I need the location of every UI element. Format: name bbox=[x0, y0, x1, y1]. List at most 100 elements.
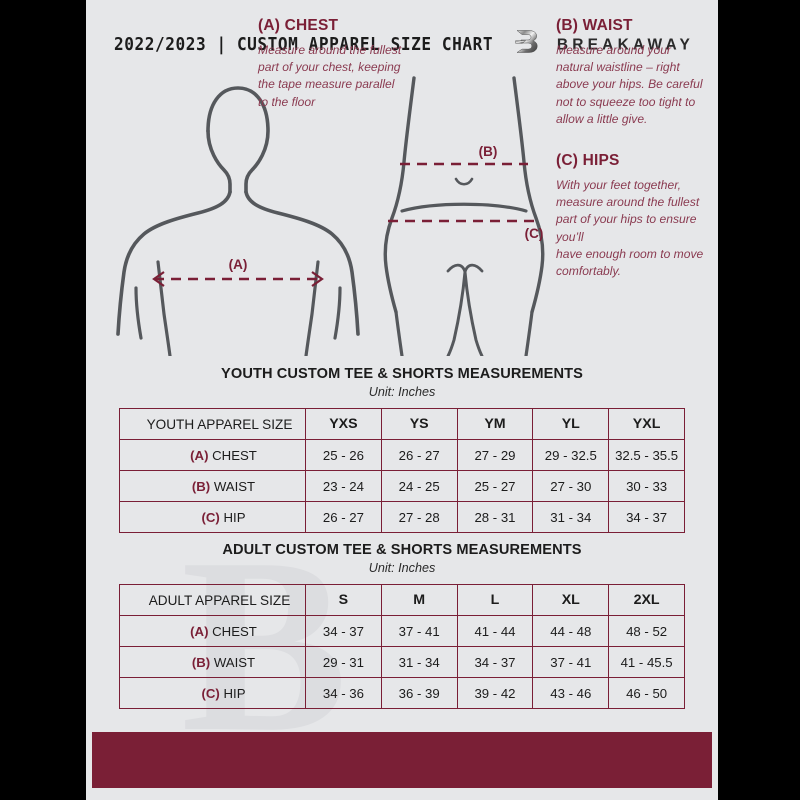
adult-hip-l: 39 - 42 bbox=[456, 677, 534, 709]
upper-body-figure bbox=[116, 86, 360, 356]
instruction-title-hips: (C) HIPS bbox=[556, 152, 620, 169]
adult-waist-m: 31 - 34 bbox=[380, 646, 458, 678]
marker-label-chest: (A) bbox=[229, 257, 248, 272]
youth-chest-yxl: 32.5 - 35.5 bbox=[608, 439, 685, 471]
youth-size-col-2: YM bbox=[456, 408, 534, 440]
adult-chest-s: 34 - 37 bbox=[305, 615, 382, 647]
breakaway-b-logo-icon bbox=[510, 26, 544, 65]
youth-size-col-0: YXS bbox=[305, 408, 382, 440]
table-row: (B) WAIST 29 - 31 31 - 34 34 - 37 37 - 4… bbox=[119, 646, 685, 678]
instruction-body-chest: Measure around the fullest part of your … bbox=[258, 43, 402, 109]
youth-section-title: YOUTH CUSTOM TEE & SHORTS MEASUREMENTS bbox=[221, 366, 583, 382]
youth-hip-yl: 31 - 34 bbox=[532, 501, 610, 533]
youth-hip-ym: 28 - 31 bbox=[456, 501, 534, 533]
youth-row-label-waist: (B) WAIST bbox=[119, 470, 306, 502]
youth-chest-yl: 29 - 32.5 bbox=[532, 439, 610, 471]
youth-size-col-3: YL bbox=[532, 408, 610, 440]
row-label-chest: CHEST bbox=[212, 447, 257, 463]
size-chart-page: B 2022/2023 | CUSTOM APPAREL SIZE CHART bbox=[86, 0, 718, 800]
youth-row-header-label: YOUTH APPAREL SIZE bbox=[119, 408, 306, 440]
youth-chest-yxs: 25 - 26 bbox=[305, 439, 382, 471]
youth-size-col-4: YXL bbox=[608, 408, 685, 440]
marker-label-hips: (C) bbox=[525, 226, 544, 241]
youth-chest-ys: 26 - 27 bbox=[380, 439, 458, 471]
brand-logo: BREAKAWAY bbox=[510, 26, 694, 65]
youth-hip-yxl: 34 - 37 bbox=[608, 501, 685, 533]
adult-hip-m: 36 - 39 bbox=[380, 677, 458, 709]
row-tag-a: (A) bbox=[190, 447, 209, 463]
marker-label-waist: (B) bbox=[479, 144, 498, 159]
youth-chest-ym: 27 - 29 bbox=[456, 439, 534, 471]
table-row: (B) WAIST 23 - 24 24 - 25 25 - 27 27 - 3… bbox=[119, 470, 685, 502]
adult-waist-xl: 37 - 41 bbox=[532, 646, 610, 678]
adult-size-section: ADULT CUSTOM TEE & SHORTS MEASUREMENTS U… bbox=[119, 542, 685, 709]
youth-row-label-chest: (A) CHEST bbox=[119, 439, 306, 471]
lower-body-figure bbox=[383, 76, 545, 356]
adult-size-col-1: M bbox=[380, 584, 458, 616]
adult-hip-xl: 43 - 46 bbox=[532, 677, 610, 709]
row-tag-a: (A) bbox=[190, 623, 209, 639]
adult-chest-l: 41 - 44 bbox=[456, 615, 534, 647]
adult-hip-s: 34 - 36 bbox=[305, 677, 382, 709]
youth-waist-yxs: 23 - 24 bbox=[305, 470, 382, 502]
adult-waist-l: 34 - 37 bbox=[456, 646, 534, 678]
instruction-block-chest: (A) CHEST Measure around the fullest par… bbox=[258, 17, 404, 111]
adult-table-body: ADULT APPAREL SIZE S M L XL 2XL (A) CHES… bbox=[119, 584, 685, 709]
adult-size-col-3: XL bbox=[532, 584, 610, 616]
brand-name: BREAKAWAY bbox=[556, 36, 694, 53]
row-tag-c: (C) bbox=[201, 685, 220, 701]
youth-waist-yl: 27 - 30 bbox=[532, 470, 610, 502]
youth-hip-ys: 27 - 28 bbox=[380, 501, 458, 533]
youth-waist-yxl: 30 - 33 bbox=[608, 470, 685, 502]
youth-size-table: YOUTH APPAREL SIZE YXS YS YM YL YXL (A) … bbox=[119, 408, 685, 533]
adult-row-label-chest: (A) CHEST bbox=[119, 615, 306, 647]
adult-size-table: ADULT APPAREL SIZE S M L XL 2XL (A) CHES… bbox=[119, 584, 685, 709]
row-label-hip: HIP bbox=[223, 509, 246, 525]
page-title: 2022/2023 | CUSTOM APPAREL SIZE CHART bbox=[114, 35, 494, 55]
adult-hip-2xl: 46 - 50 bbox=[608, 677, 685, 709]
row-label-waist: WAIST bbox=[213, 478, 256, 494]
measurement-illustrations: (A) (B) (C) bbox=[86, 66, 718, 356]
instruction-body-hips: With your feet together, measure around … bbox=[556, 178, 704, 278]
table-row: (C) HIP 26 - 27 27 - 28 28 - 31 31 - 34 … bbox=[119, 501, 685, 533]
youth-row-label-hip: (C) HIP bbox=[119, 501, 306, 533]
adult-row-label-waist: (B) WAIST bbox=[119, 646, 306, 678]
adult-chest-xl: 44 - 48 bbox=[532, 615, 610, 647]
chest-measure-line bbox=[152, 271, 324, 287]
table-header-row: ADULT APPAREL SIZE S M L XL 2XL bbox=[119, 584, 685, 616]
adult-row-header-label: ADULT APPAREL SIZE bbox=[119, 584, 306, 616]
table-row: (A) CHEST 25 - 26 26 - 27 27 - 29 29 - 3… bbox=[119, 439, 685, 471]
adult-size-col-0: S bbox=[305, 584, 382, 616]
adult-section-unit: Unit: Inches bbox=[368, 561, 436, 575]
instruction-block-hips: (C) HIPS With your feet together, measur… bbox=[556, 152, 708, 280]
youth-size-col-1: YS bbox=[380, 408, 458, 440]
page-header: 2022/2023 | CUSTOM APPAREL SIZE CHART bbox=[86, 28, 718, 62]
adult-chest-m: 37 - 41 bbox=[380, 615, 458, 647]
instruction-body-waist: Measure around your natural waistline – … bbox=[556, 43, 703, 126]
instruction-block-waist: (B) WAIST Measure around your natural wa… bbox=[556, 17, 708, 128]
youth-waist-ys: 24 - 25 bbox=[380, 470, 458, 502]
adult-section-title: ADULT CUSTOM TEE & SHORTS MEASUREMENTS bbox=[222, 542, 582, 558]
row-label-hip: HIP bbox=[223, 685, 246, 701]
row-tag-b: (B) bbox=[191, 478, 211, 494]
youth-hip-yxs: 26 - 27 bbox=[305, 501, 382, 533]
adult-row-label-hip: (C) HIP bbox=[119, 677, 306, 709]
table-header-row: YOUTH APPAREL SIZE YXS YS YM YL YXL bbox=[119, 408, 685, 440]
youth-size-section: YOUTH CUSTOM TEE & SHORTS MEASUREMENTS U… bbox=[119, 366, 685, 533]
youth-waist-ym: 25 - 27 bbox=[456, 470, 534, 502]
instruction-title-waist: (B) WAIST bbox=[556, 17, 633, 34]
row-tag-b: (B) bbox=[191, 654, 211, 670]
instruction-title-chest: (A) CHEST bbox=[258, 17, 339, 34]
row-tag-c: (C) bbox=[201, 509, 220, 525]
youth-section-unit: Unit: Inches bbox=[368, 385, 436, 399]
row-label-chest: CHEST bbox=[212, 623, 257, 639]
row-label-waist: WAIST bbox=[213, 654, 256, 670]
youth-table-body: YOUTH APPAREL SIZE YXS YS YM YL YXL (A) … bbox=[119, 408, 685, 533]
adult-size-col-2: L bbox=[456, 584, 534, 616]
table-row: (A) CHEST 34 - 37 37 - 41 41 - 44 44 - 4… bbox=[119, 615, 685, 647]
adult-waist-2xl: 41 - 45.5 bbox=[608, 646, 685, 678]
footer-banner bbox=[92, 732, 712, 788]
adult-size-col-4: 2XL bbox=[608, 584, 685, 616]
adult-waist-s: 29 - 31 bbox=[305, 646, 382, 678]
